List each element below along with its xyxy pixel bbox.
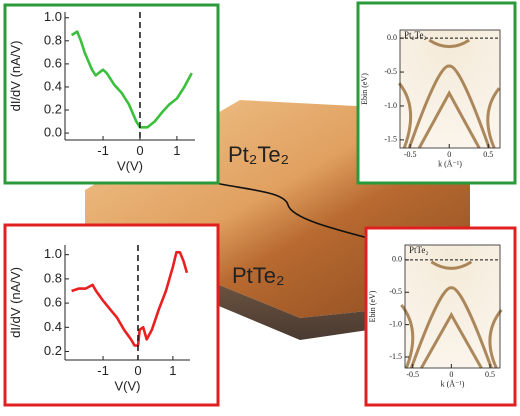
arpes-band: [409, 286, 493, 369]
y-tick-label: 0.0: [387, 33, 397, 42]
x-tick-label: 1: [169, 363, 176, 378]
y-axis-label: Ebin (eV): [360, 73, 369, 105]
y-tick-label: 0.6: [44, 295, 62, 310]
x-tick-label: 0: [136, 143, 143, 158]
panels: 0.00.20.40.60.81.0-1 0 1V(V)dI/dV (nA/V)0.…: [3, 1, 517, 407]
y-tick-label: 0.4: [44, 319, 62, 334]
x-axis-label: V(V): [115, 379, 141, 394]
panel-frame: [3, 3, 220, 185]
x-tick-label: 0: [447, 150, 451, 159]
panel: 0.2 0.4 0.6 0.8 1.0 -1 0 1 V(V) dI/dV (nA/V): [3, 223, 220, 407]
y-tick-label: 0.2: [44, 343, 62, 358]
y-axis-label: dI/dV (nA/V): [8, 41, 23, 112]
panel-frame: [3, 223, 220, 407]
y-axis-label: dI/dV (nA/V): [8, 267, 23, 338]
y-tick-label: -0.5: [384, 67, 397, 76]
arpes-band: [407, 64, 491, 149]
y-tick-label: 0.8: [44, 270, 62, 285]
arpes-band: [417, 90, 481, 149]
x-axis-label: k (Å⁻¹): [441, 380, 465, 389]
x-tick-label: 0: [134, 363, 141, 378]
x-tick-label: 0.5: [483, 150, 493, 159]
data-line: [70, 30, 193, 129]
y-tick-label: 0.4: [44, 78, 62, 93]
x-axis-label: V(V): [117, 159, 143, 174]
arpes-band: [488, 308, 503, 369]
x-tick-label: 1: [173, 143, 180, 158]
x-tick-label: 0.5: [485, 370, 495, 379]
x-tick-label: 0: [449, 370, 453, 379]
step-edge: [214, 182, 369, 239]
arpes-band: [486, 87, 501, 149]
arpes-band: [428, 38, 471, 49]
y-tick-label: 1.0: [44, 9, 62, 24]
y-tick-label: -1.5: [389, 352, 402, 361]
x-tick-label: -0.5: [406, 370, 419, 379]
panel: PtTe₂ 0.0 -0.5 -1.0 -1.5 -0.5 0 0.5 k (Å⁻¹) Ebin …: [364, 226, 517, 407]
arpes-band: [430, 260, 473, 270]
x-axis-label: k (Å⁻¹): [438, 160, 462, 169]
x-tick-label: -1: [97, 363, 109, 378]
y-tick-label: -1.0: [384, 101, 397, 110]
y-tick-label: -0.5: [389, 287, 402, 296]
x-tick-label: -0.5: [404, 150, 417, 159]
y-tick-label: 0.0: [392, 255, 402, 264]
y-tick-label: -1.0: [389, 319, 402, 328]
surface-label: Pt₂Te₂: [228, 142, 289, 167]
plot-frame: [404, 244, 501, 369]
arpes-band: [420, 311, 483, 369]
arpes-band: [398, 82, 413, 149]
plot-frame: [399, 29, 501, 149]
surface-label: PtTe₂: [232, 263, 285, 288]
panel: Pt₂Te₂ 0.0 -0.5 -1.0 -1.5 -0.5 0 0.5 k (Å⁻¹) Ebin…: [356, 1, 517, 185]
x-tick-label: -1: [97, 143, 109, 158]
panel-title: Pt₂Te₂: [404, 30, 427, 40]
panel-title: PtTe₂: [409, 245, 429, 255]
surface-labels: Pt₂Te₂ PtTe₂: [228, 142, 289, 288]
y-tick-label: 1.0: [44, 246, 62, 261]
y-tick-label: 0.0: [44, 125, 62, 140]
y-tick-label: 0.2: [44, 101, 62, 116]
y-tick-label: -1.5: [384, 135, 397, 144]
y-tick-label: 0.6: [44, 55, 62, 70]
y-tick-label: 0.8: [44, 32, 62, 47]
y-axis-label: Ebin (eV): [368, 290, 377, 322]
panel: 0.0 0.2 0.4 0.6 0.8 1.0 -1 0 1 V(V) dI/dV (nA/V): [3, 3, 220, 185]
